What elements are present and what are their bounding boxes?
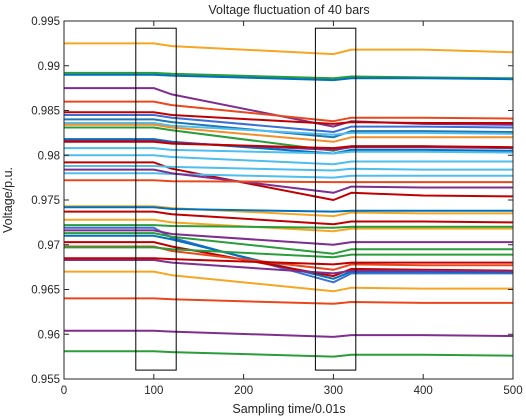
series-line-5 [64,100,514,123]
series-line-1 [64,42,514,56]
series-line-29 [64,232,513,255]
series-line-36 [64,270,513,293]
y-axis-label: Voltage/p.u. [1,167,15,233]
x-tick-label: 500 [503,385,522,397]
series-line-21 [64,179,513,184]
y-tick-label: 0.96 [38,329,60,341]
series-line-9 [64,122,514,136]
series-line-19 [64,172,513,179]
x-tick-label: 100 [144,385,163,397]
annotation-box-2 [314,27,357,371]
series-line-39 [64,350,514,358]
x-tick-label: 400 [414,385,433,397]
series-line-27 [64,226,513,284]
series-line-15 [64,147,514,155]
y-tick-label: 0.995 [31,16,60,28]
series-line-20 [64,168,513,194]
series-line-35 [64,257,513,266]
y-tick-label: 0.97 [38,240,60,252]
series-line-28 [64,229,513,246]
series-line-6 [64,111,513,125]
y-tick-label: 0.985 [31,106,60,118]
series-line-10 [64,123,513,143]
series-line-7 [64,114,514,133]
x-tick-label: 200 [234,385,253,397]
series-line-37 [64,297,513,305]
series-line-14 [64,140,514,150]
x-axis-label: Sampling time/0.01s [232,402,345,416]
y-tick-label: 0.98 [38,150,60,162]
x-tick-label: 300 [324,385,343,397]
y-tick-label: 0.965 [31,285,60,297]
annotation-box-1 [135,27,177,371]
series-line-25 [64,218,513,233]
series-line-23 [64,206,513,213]
y-tick-label: 0.955 [31,374,60,386]
series-line-24 [64,210,514,226]
chart-title: Voltage fluctuation of 40 bars [208,3,369,17]
series-line-33 [64,246,513,259]
series-line-18 [64,165,513,172]
x-tick-label: 0 [61,385,67,397]
y-axis: 0.955 0.96 0.965 0.97 0.975 0.98 0.985 0.99 0.99… [31,16,513,386]
y-tick-label: 0.975 [31,195,60,207]
series-line-26 [64,224,513,229]
series-line-3 [64,73,514,82]
annotation-boxes [135,27,357,371]
x-axis: 0 100 200 300 400 500 [61,21,523,397]
series-line-17 [64,161,514,201]
y-tick-label: 0.99 [38,61,60,73]
series-line-16 [64,154,513,166]
series-line-8 [64,118,514,139]
series-line-38 [64,329,514,338]
series-line-34 [64,259,514,275]
series-group [64,42,514,358]
